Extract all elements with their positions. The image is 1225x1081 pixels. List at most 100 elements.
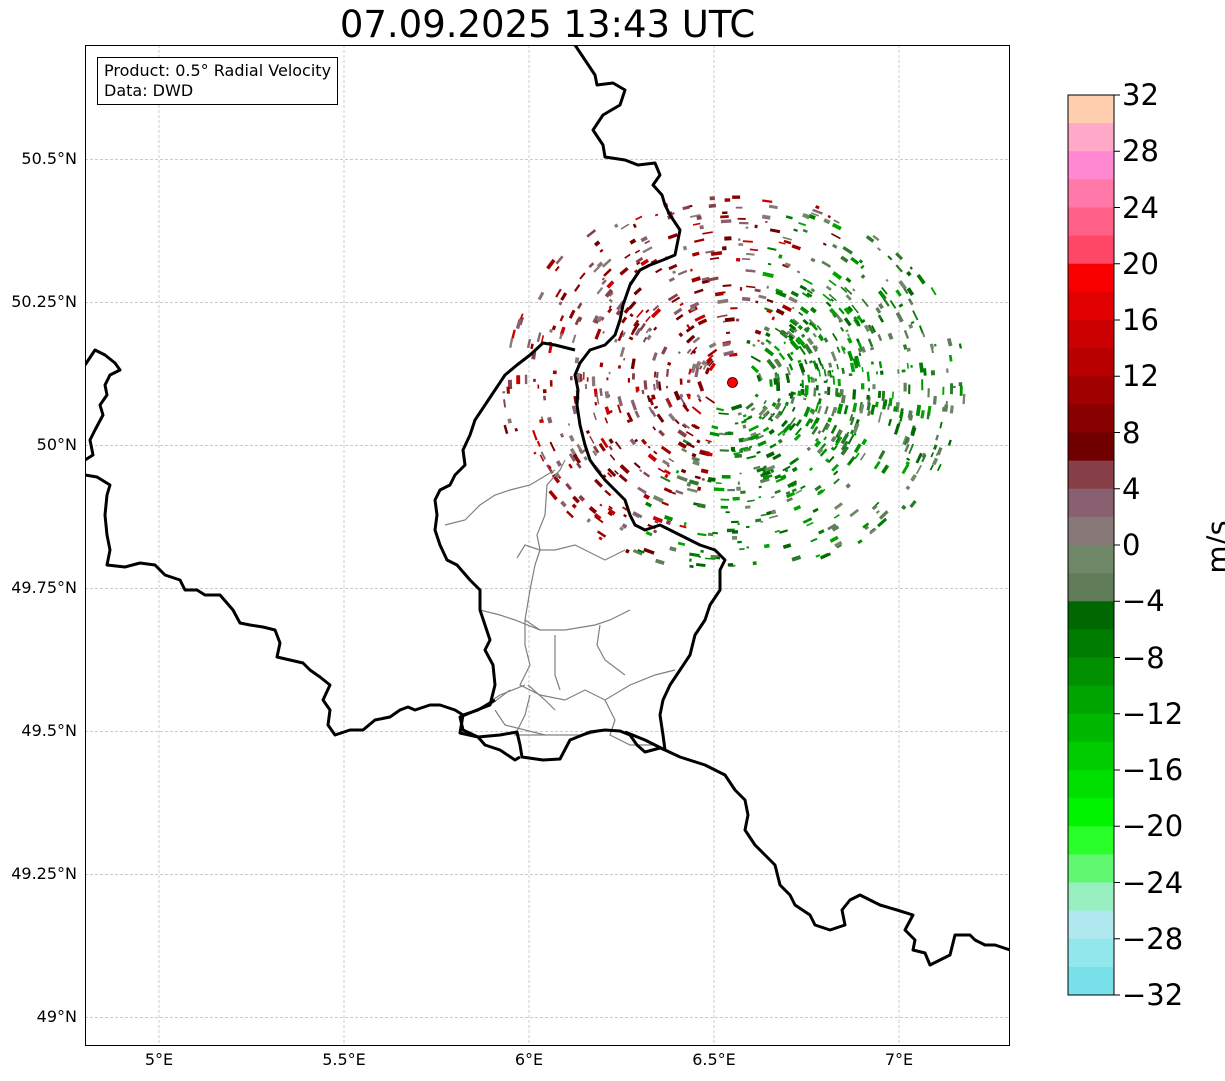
echo-pixel (800, 343, 806, 349)
country-border-be-nl (85, 348, 122, 462)
echo-pixel (814, 437, 819, 442)
echo-pixel (802, 517, 813, 524)
echo-pixel (594, 401, 598, 406)
echo-pixel (780, 474, 787, 480)
lon-tick-label: 6°E (514, 1050, 544, 1069)
colorbar-segment (1068, 404, 1114, 433)
echo-pixel (664, 473, 669, 479)
echo-pixel (724, 317, 735, 323)
echo-pixel (843, 405, 849, 415)
echo-pixel (607, 472, 613, 478)
echo-pixel (827, 215, 831, 219)
colorbar-segment (1068, 207, 1114, 237)
echo-pixel (878, 302, 884, 310)
echo-pixel (604, 489, 612, 497)
echo-pixel (691, 406, 702, 415)
colorbar-segment (1068, 123, 1114, 152)
echo-pixel (804, 385, 809, 396)
echo-pixel (840, 433, 849, 445)
echo-pixel (815, 205, 820, 210)
echo-pixel (777, 438, 783, 444)
echo-pixel (621, 316, 628, 324)
echo-pixel (758, 406, 769, 417)
echo-pixel (864, 525, 869, 531)
echo-pixel (705, 250, 715, 254)
echo-pixel (596, 286, 604, 295)
echo-pixel (810, 287, 816, 293)
echo-pixel (906, 362, 910, 369)
echo-pixel (852, 423, 860, 434)
echo-pixel (806, 446, 812, 452)
product-info-box: Product: 0.5° Radial Velocity Data: DWD (97, 57, 339, 105)
echo-pixel (634, 438, 639, 443)
echo-pixel (654, 520, 659, 524)
echo-pixel (635, 215, 643, 221)
echo-pixel (700, 549, 704, 553)
echo-pixel (794, 427, 802, 436)
echo-pixel (618, 473, 628, 483)
echo-pixel (821, 422, 829, 433)
echo-pixel (677, 351, 681, 355)
echo-pixel (601, 258, 612, 268)
echo-pixel (754, 329, 762, 335)
colorbar-segment (1068, 741, 1114, 771)
echo-pixel (793, 504, 802, 511)
echo-pixel (679, 524, 687, 529)
echo-pixel (741, 258, 751, 261)
echo-pixel (626, 412, 634, 423)
echo-pixel (574, 357, 580, 364)
echo-pixel (716, 314, 728, 319)
echo-pixel (816, 488, 826, 496)
echo-pixel (770, 509, 777, 515)
echo-pixel (604, 417, 609, 424)
echo-pixel (932, 457, 939, 466)
district-border (524, 549, 541, 631)
echo-pixel (689, 306, 696, 312)
echo-pixel (769, 413, 775, 418)
echo-pixel (749, 248, 759, 252)
echo-pixel (786, 497, 793, 503)
echo-pixel (906, 287, 915, 296)
echo-pixel (810, 537, 818, 543)
country-border-lu-de (573, 45, 727, 751)
echo-pixel (750, 407, 756, 412)
echo-pixel (708, 342, 717, 349)
echo-pixel (677, 429, 688, 438)
colorbar-segment (1068, 798, 1114, 827)
echo-pixel (725, 331, 731, 335)
echo-pixel (822, 242, 827, 246)
echo-pixel (715, 482, 722, 485)
echo-pixel (549, 380, 553, 387)
echo-pixel (943, 404, 949, 412)
echo-pixel (568, 309, 576, 319)
echo-pixel (852, 389, 857, 400)
echo-pixel (740, 490, 746, 494)
echo-pixel (724, 236, 732, 241)
echo-pixel (560, 500, 567, 508)
echo-pixel (799, 383, 803, 387)
echo-pixel (675, 469, 680, 474)
echo-pixel (769, 514, 779, 519)
echo-pixel (797, 324, 804, 331)
echo-pixel (732, 530, 739, 534)
echo-pixel (548, 343, 553, 354)
country-border-lu-fr (458, 714, 521, 762)
echo-pixel (705, 439, 712, 443)
district-border (444, 469, 556, 526)
echo-pixel (632, 511, 643, 519)
echo-pixel (791, 406, 796, 412)
colorbar-segment (1068, 685, 1114, 715)
echo-pixel (585, 429, 591, 435)
echo-pixel (619, 526, 624, 531)
echo-pixel (832, 375, 836, 385)
echo-pixel (625, 548, 630, 554)
echo-pixel (836, 346, 841, 353)
echo-pixel (921, 379, 924, 391)
echo-pixel (559, 433, 565, 438)
echo-pixel (779, 405, 787, 416)
echo-pixel (609, 410, 613, 414)
echo-pixel (845, 329, 849, 333)
echo-pixel (737, 217, 746, 220)
echo-pixel (885, 278, 889, 282)
echo-pixel (814, 484, 822, 492)
